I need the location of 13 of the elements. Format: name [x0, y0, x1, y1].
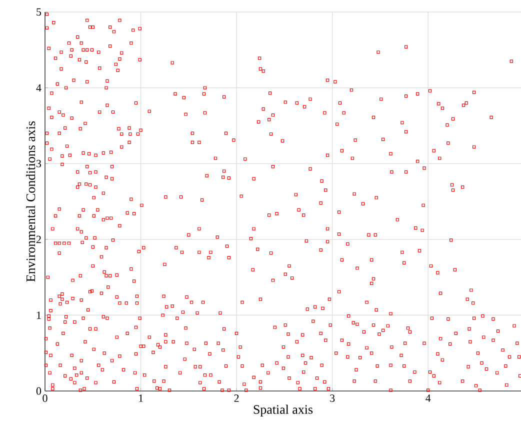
- y-tick-label: 2: [36, 236, 41, 244]
- y-tick-label: 0: [36, 387, 42, 395]
- y-tick-label: 3: [36, 160, 42, 168]
- x-tick-label: 4: [426, 394, 431, 402]
- y-tick-label: 1: [36, 312, 41, 319]
- x-tick-label: 2: [234, 394, 239, 402]
- x-tick-label: 0: [42, 394, 48, 402]
- x-axis-title: Spatial axis: [254, 404, 313, 416]
- y-axis-title: Environmental Conditions axis: [26, 121, 36, 282]
- x-tick-label: 1: [139, 394, 143, 402]
- y-tick-label: 4: [36, 84, 42, 92]
- x-tick-label: 3: [330, 394, 335, 402]
- y-tick-label: 5: [36, 8, 42, 16]
